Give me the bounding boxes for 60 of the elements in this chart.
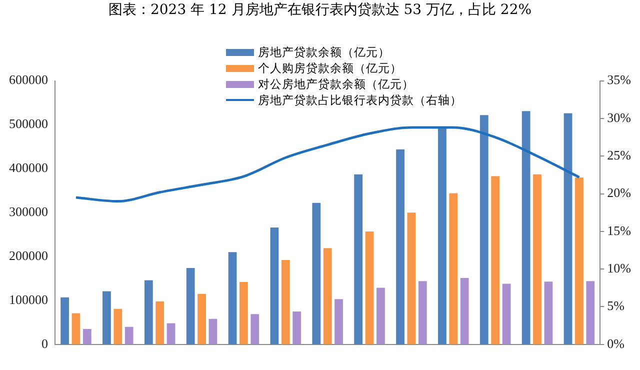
chart-title: 图表：2023 年 12 月房地产在银行表内贷款达 53 万亿，占比 22% — [108, 2, 532, 18]
bar — [502, 284, 511, 344]
y-tick-label: 200000 — [9, 248, 48, 263]
bar — [208, 318, 218, 344]
bar — [522, 111, 530, 344]
bar — [114, 308, 122, 344]
y2-tick-label: 30% — [607, 110, 632, 125]
y2-tick-label: 0% — [607, 336, 625, 351]
bar — [354, 174, 363, 344]
bar — [186, 268, 195, 344]
bar — [60, 297, 69, 344]
y2-tick-label: 20% — [607, 185, 632, 200]
bar — [449, 193, 458, 344]
y-tick-label: 0 — [42, 336, 48, 351]
bar — [544, 282, 553, 344]
legend-label: 对公房地产贷款余额（亿元） — [257, 76, 415, 92]
bar — [228, 252, 237, 344]
bar — [491, 176, 500, 344]
legend-label: 房地产贷款余额（亿元） — [257, 44, 391, 60]
bar — [407, 212, 416, 344]
bar — [156, 301, 164, 344]
bar — [270, 228, 279, 344]
y-tick-label: 600000 — [9, 72, 48, 88]
bar — [250, 314, 260, 344]
y2-tick-label: 35% — [607, 72, 632, 88]
bar — [460, 278, 469, 344]
y-tick-label: 100000 — [9, 292, 48, 307]
bar — [334, 299, 343, 344]
y2-tick-label: 25% — [607, 148, 632, 163]
bar — [376, 288, 385, 344]
bar — [323, 248, 332, 344]
bar — [82, 329, 92, 344]
bar — [166, 323, 176, 344]
bar — [72, 313, 80, 344]
bar — [564, 113, 572, 344]
bar — [575, 177, 584, 344]
bar — [281, 260, 290, 344]
bar — [124, 326, 134, 344]
line-series — [74, 126, 580, 203]
bar — [312, 202, 321, 344]
legend-label: 个人购房贷款余额（亿元） — [257, 60, 403, 76]
bar — [396, 149, 404, 344]
bar — [418, 281, 427, 344]
legend-label: 房地产贷款占比银行表内贷款（右轴） — [257, 92, 462, 108]
bar — [586, 281, 595, 344]
bar — [144, 280, 153, 344]
y-tick-label: 400000 — [9, 160, 48, 176]
bar — [198, 294, 206, 344]
bar — [480, 115, 488, 344]
bar — [533, 174, 542, 344]
y-tick-label: 500000 — [9, 116, 48, 132]
bar — [365, 231, 374, 344]
y-tick-label: 300000 — [9, 204, 48, 220]
y2-tick-label: 5% — [607, 298, 625, 314]
bar — [240, 282, 248, 344]
bar — [292, 311, 302, 344]
bar — [438, 126, 446, 344]
y2-tick-label: 10% — [607, 260, 632, 276]
y2-tick-label: 15% — [607, 222, 632, 238]
bar — [102, 291, 111, 344]
